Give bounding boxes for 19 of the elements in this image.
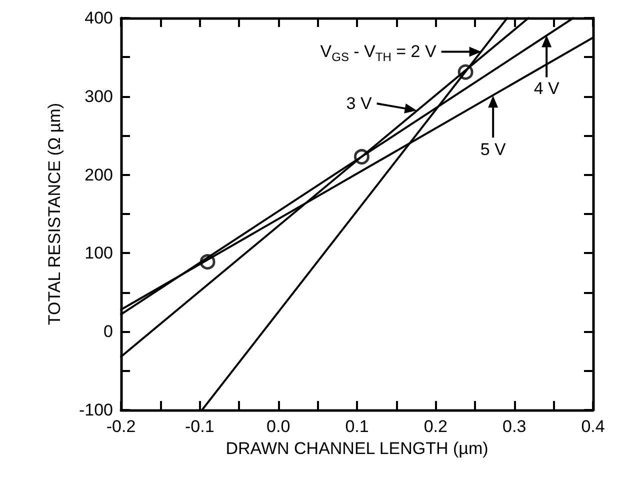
x-tick-label: 0.2 [424, 417, 448, 436]
y-tick-label: 200 [84, 165, 113, 184]
x-tick-label: 0.0 [266, 417, 290, 436]
x-tick-label: 0.4 [581, 417, 605, 436]
x-tick-label: -0.1 [185, 417, 214, 436]
x-tick-label: 0.1 [345, 417, 369, 436]
x-tick-label: 0.3 [502, 417, 526, 436]
x-tick-label: -0.2 [106, 417, 136, 436]
y-tick-label: 400 [84, 8, 113, 28]
annotation: V$_{GS}$ - V$_{TH}$ = 2 V [320, 42, 436, 66]
annotation: 3 V [346, 94, 372, 114]
y-tick-label: 100 [84, 244, 113, 263]
annotation: 5 V [480, 140, 506, 160]
x-axis-title: DRAWN CHANNEL LENGTH (µm) [226, 439, 488, 458]
y-tick-label: -100 [78, 400, 113, 420]
y-tick-label: 300 [84, 86, 113, 106]
annotation: 4 V [534, 79, 560, 100]
y-tick-label: 0 [104, 322, 113, 342]
y-axis-title: TOTAL RESISTANCE (Ω µm) [45, 102, 64, 326]
